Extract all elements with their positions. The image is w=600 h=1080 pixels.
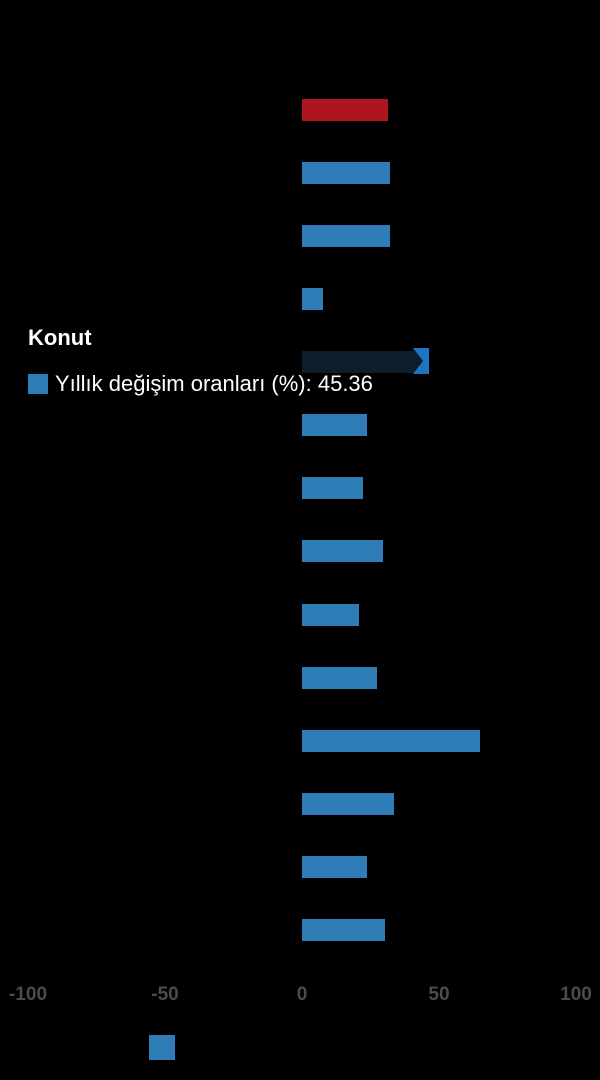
bar[interactable] — [302, 99, 388, 121]
x-axis-tick-label: 100 — [560, 984, 592, 1005]
x-axis-tick-label: 0 — [296, 984, 308, 1005]
bar[interactable] — [302, 540, 383, 562]
series-color-swatch — [28, 374, 48, 394]
continuation-arrow-notch — [413, 348, 423, 374]
bar[interactable] — [302, 730, 480, 752]
tooltip-series-row: Yıllık değişim oranları (%): 45.36 — [28, 371, 373, 397]
legend-symbol[interactable] — [149, 1035, 175, 1060]
bar[interactable] — [302, 225, 390, 247]
bar-highlighted-body[interactable] — [302, 351, 413, 373]
x-axis-tick-label: -50 — [151, 984, 179, 1005]
bar[interactable] — [302, 288, 323, 310]
tooltip-category-title: Konut — [28, 325, 92, 350]
tooltip-series-value: Yıllık değişim oranları (%): 45.36 — [55, 371, 373, 396]
tooltip: Konut Yıllık değişim oranları (%): 45.36 — [28, 326, 373, 397]
bar[interactable] — [302, 604, 359, 626]
bar[interactable] — [302, 414, 367, 436]
bar[interactable] — [302, 162, 390, 184]
bar[interactable] — [302, 856, 367, 878]
x-axis-tick-label: -100 — [8, 984, 48, 1005]
bar[interactable] — [302, 919, 385, 941]
bar[interactable] — [302, 477, 363, 499]
bar[interactable] — [302, 667, 377, 689]
bar[interactable] — [302, 793, 394, 815]
x-axis-tick-label: 50 — [428, 984, 450, 1005]
